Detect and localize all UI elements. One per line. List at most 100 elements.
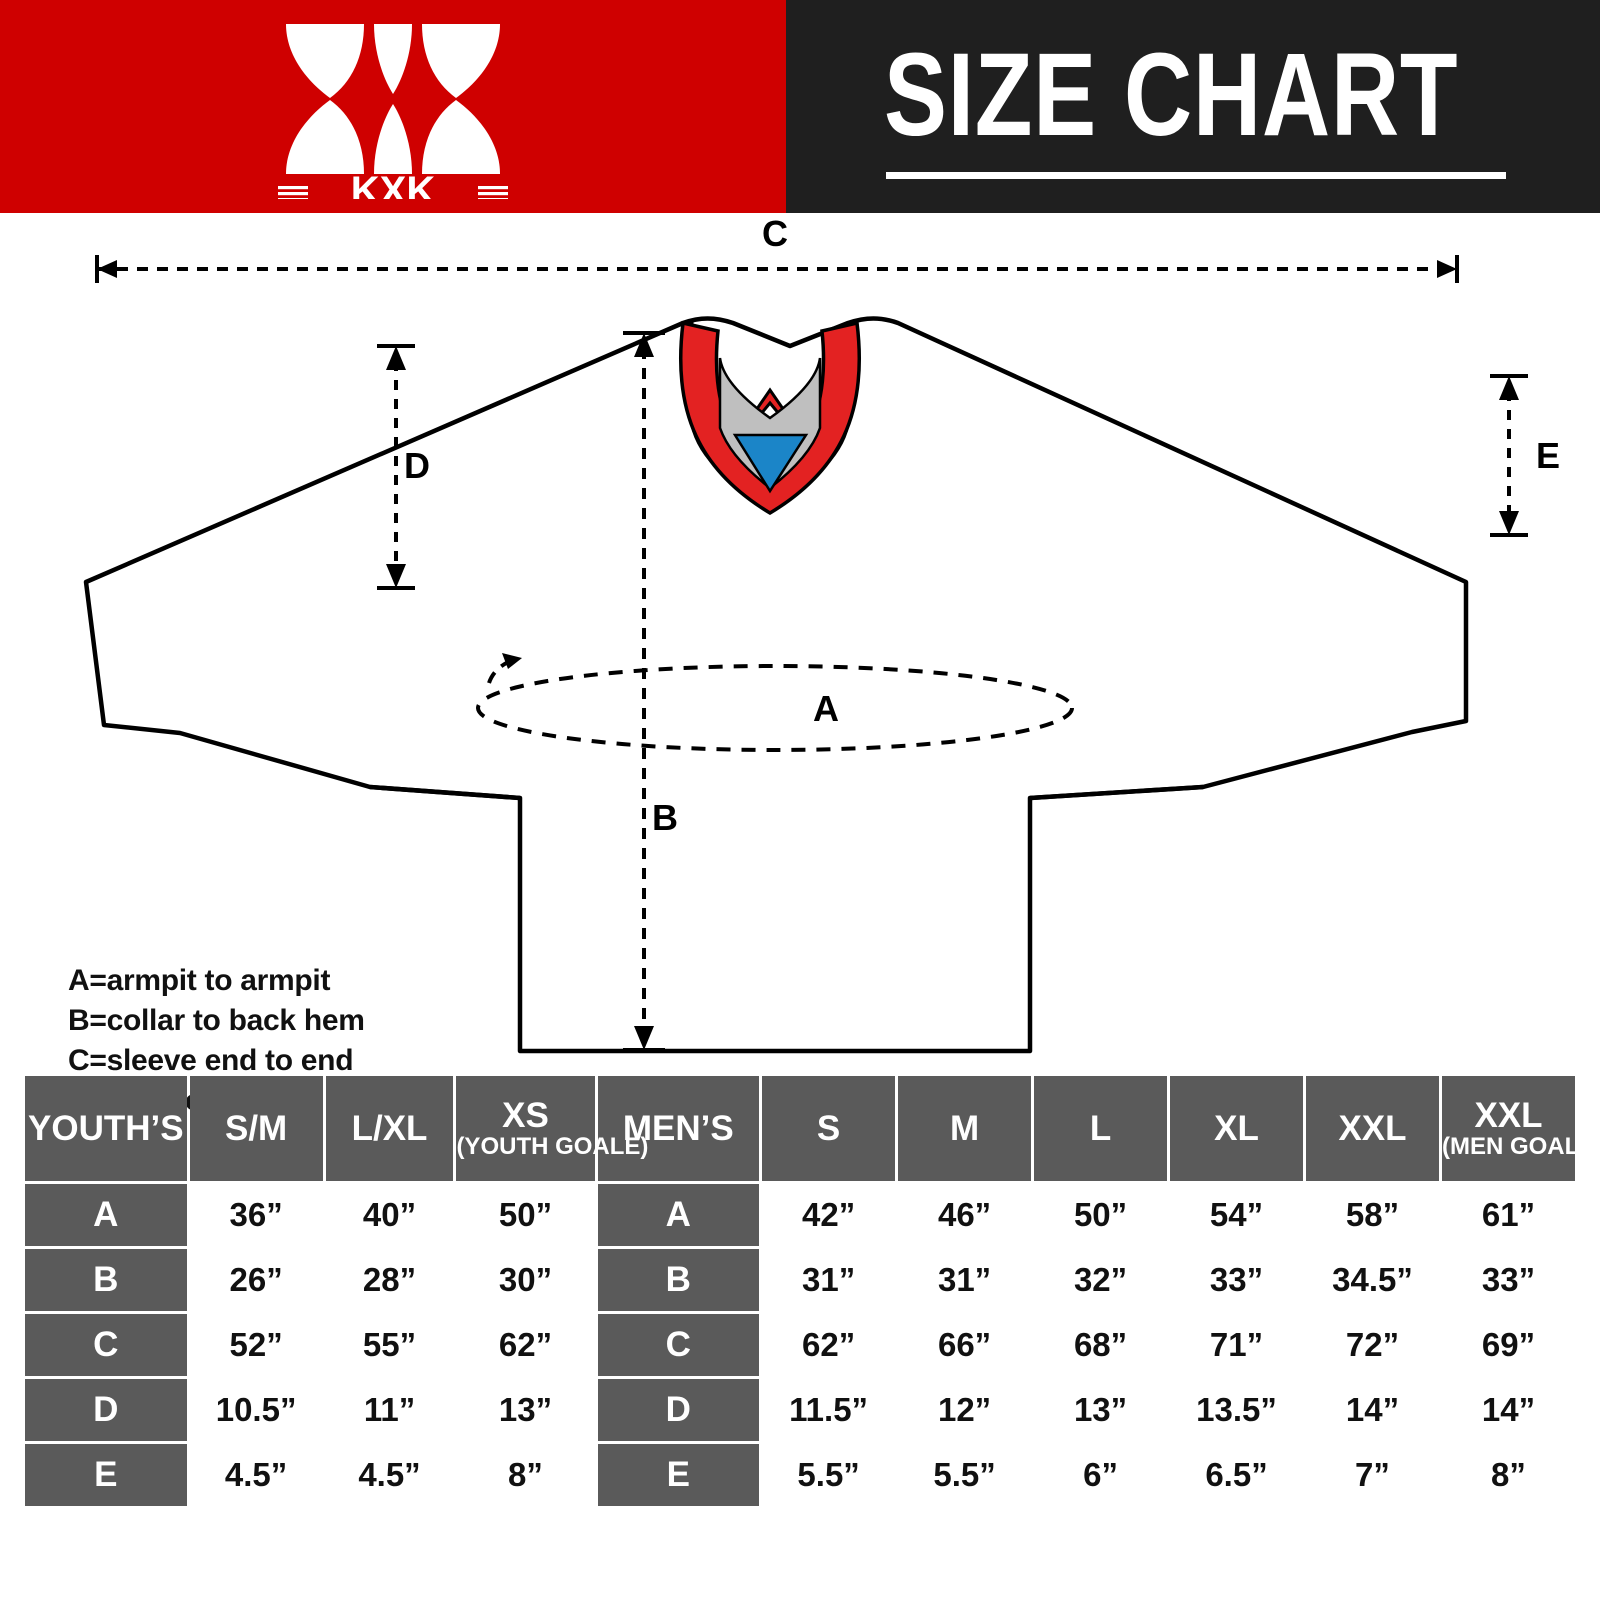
table-header-row: YOUTH’S S/M L/XL XS (YOUTH GOALE) MEN’S … bbox=[25, 1076, 1600, 1181]
header-men-size-5-sub: (MEN GOALE) bbox=[1441, 1133, 1600, 1160]
row-label-youth-c: C bbox=[25, 1314, 187, 1376]
cell-youth-a-2: 50” bbox=[456, 1184, 595, 1246]
legend-item-b: B=collar to back hem bbox=[68, 1004, 365, 1037]
header-men-size-1: M bbox=[898, 1076, 1032, 1181]
row-label-men-e: E bbox=[597, 1444, 760, 1506]
jersey-outline bbox=[83, 316, 1469, 1054]
title-underline bbox=[886, 172, 1506, 179]
row-label-men-b: B bbox=[597, 1249, 760, 1311]
cell-youth-b-2: 30” bbox=[456, 1249, 595, 1311]
cell-men-e-2: 6” bbox=[1034, 1444, 1168, 1506]
cell-men-d-3: 13.5” bbox=[1170, 1379, 1303, 1441]
table-row: E 4.5” 4.5” 8” E 5.5” 5.5” 6” 6.5” 7” 8” bbox=[25, 1444, 1575, 1506]
cell-men-e-5: 8” bbox=[1441, 1444, 1575, 1506]
cell-men-a-4: 58” bbox=[1306, 1184, 1439, 1246]
cell-men-d-5: 14” bbox=[1441, 1379, 1575, 1441]
header-men-size-3: XL bbox=[1170, 1076, 1303, 1181]
cell-men-c-2: 68” bbox=[1034, 1314, 1168, 1376]
cell-men-a-5: 61” bbox=[1441, 1184, 1575, 1246]
cell-youth-e-0: 4.5” bbox=[189, 1444, 323, 1506]
page-header: KXK SIZE CHART bbox=[0, 0, 1600, 213]
cell-men-c-5: 69” bbox=[1441, 1314, 1575, 1376]
row-label-youth-d: D bbox=[25, 1379, 187, 1441]
dimension-c-label: C bbox=[762, 213, 788, 254]
cell-men-a-2: 50” bbox=[1034, 1184, 1168, 1246]
cell-men-d-0: 11.5” bbox=[762, 1379, 896, 1441]
row-label-men-c: C bbox=[597, 1314, 760, 1376]
header-men-size-4: XXL bbox=[1306, 1076, 1439, 1181]
cell-men-b-1: 31” bbox=[898, 1249, 1032, 1311]
cell-men-a-1: 46” bbox=[898, 1184, 1032, 1246]
jersey-diagram-svg: D E B A C bbox=[83, 213, 1560, 1054]
table-row: C 52” 55” 62” C 62” 66” 68” 71” 72” 69” bbox=[25, 1314, 1575, 1376]
cell-youth-b-1: 28” bbox=[325, 1249, 454, 1311]
cell-men-c-3: 71” bbox=[1170, 1314, 1303, 1376]
cell-youth-c-2: 62” bbox=[456, 1314, 595, 1376]
title-panel: SIZE CHART bbox=[786, 0, 1600, 213]
header-men-size-3-main: XL bbox=[1214, 1108, 1259, 1148]
cell-youth-c-1: 55” bbox=[325, 1314, 454, 1376]
legend-item-c: C=sleeve end to end bbox=[68, 1044, 354, 1077]
dimension-a-label: A bbox=[813, 688, 839, 729]
jersey-diagram: D E B A C A=armpit to bbox=[0, 213, 1600, 1157]
cell-youth-e-1: 4.5” bbox=[325, 1444, 454, 1506]
header-men-size-0-main: S bbox=[816, 1108, 841, 1148]
brand-wordmark: KXK bbox=[351, 169, 436, 199]
cell-men-b-2: 32” bbox=[1034, 1249, 1168, 1311]
cell-youth-c-0: 52” bbox=[189, 1314, 323, 1376]
size-table-wrapper: YOUTH’S S/M L/XL XS (YOUTH GOALE) MEN’S … bbox=[22, 1073, 1600, 1509]
cell-youth-a-0: 36” bbox=[189, 1184, 323, 1246]
header-mens: MEN’S bbox=[597, 1076, 760, 1181]
header-youth-size-2-sub: (YOUTH GOALE) bbox=[456, 1133, 649, 1160]
row-label-men-a: A bbox=[597, 1184, 760, 1246]
cell-youth-b-0: 26” bbox=[189, 1249, 323, 1311]
jersey-collar bbox=[678, 320, 862, 516]
table-row: B 26” 28” 30” B 31” 31” 32” 33” 34.5” 33… bbox=[25, 1249, 1575, 1311]
dimension-d-label: D bbox=[404, 445, 430, 486]
cell-men-d-2: 13” bbox=[1034, 1379, 1168, 1441]
header-youth-size-2: XS (YOUTH GOALE) bbox=[456, 1076, 649, 1181]
cell-men-b-0: 31” bbox=[762, 1249, 896, 1311]
dimension-e: E bbox=[1490, 374, 1560, 537]
row-label-youth-e: E bbox=[25, 1444, 187, 1506]
cell-men-b-5: 33” bbox=[1441, 1249, 1575, 1311]
row-label-youth-b: B bbox=[25, 1249, 187, 1311]
kxk-logo-icon: KXK bbox=[278, 24, 508, 199]
header-youth-size-0-main: S/M bbox=[224, 1108, 288, 1148]
page-title: SIZE CHART bbox=[884, 29, 1459, 161]
header-men-size-4-main: XXL bbox=[1338, 1108, 1407, 1148]
cell-men-e-3: 6.5” bbox=[1170, 1444, 1303, 1506]
cell-youth-d-2: 13” bbox=[456, 1379, 595, 1441]
dimension-a: A bbox=[476, 653, 1074, 752]
header-men-size-5: XXL (MEN GOALE) bbox=[1441, 1076, 1600, 1181]
cell-men-d-1: 12” bbox=[898, 1379, 1032, 1441]
cell-youth-a-1: 40” bbox=[325, 1184, 454, 1246]
cell-youth-d-0: 10.5” bbox=[189, 1379, 323, 1441]
cell-men-e-0: 5.5” bbox=[762, 1444, 896, 1506]
dimension-b: B bbox=[623, 331, 678, 1052]
dimension-b-label: B bbox=[652, 797, 678, 838]
legend-item-a: A=armpit to armpit bbox=[68, 964, 331, 997]
cell-men-e-4: 7” bbox=[1306, 1444, 1439, 1506]
dimension-d: D bbox=[377, 344, 430, 590]
dimension-e-label: E bbox=[1536, 435, 1560, 476]
cell-men-a-0: 42” bbox=[762, 1184, 896, 1246]
row-label-men-d: D bbox=[597, 1379, 760, 1441]
cell-men-b-3: 33” bbox=[1170, 1249, 1303, 1311]
header-men-size-2-main: L bbox=[1089, 1108, 1112, 1148]
cell-men-c-0: 62” bbox=[762, 1314, 896, 1376]
cell-men-b-4: 34.5” bbox=[1306, 1249, 1439, 1311]
brand-panel: KXK bbox=[0, 0, 786, 213]
dimension-c bbox=[95, 255, 1459, 283]
header-men-size-5-main: XXL bbox=[1474, 1096, 1543, 1135]
table-row: D 10.5” 11” 13” D 11.5” 12” 13” 13.5” 14… bbox=[25, 1379, 1575, 1441]
cell-men-c-4: 72” bbox=[1306, 1314, 1439, 1376]
cell-men-e-1: 5.5” bbox=[898, 1444, 1032, 1506]
header-men-size-0: S bbox=[762, 1076, 896, 1181]
cell-men-d-4: 14” bbox=[1306, 1379, 1439, 1441]
size-chart-table: YOUTH’S S/M L/XL XS (YOUTH GOALE) MEN’S … bbox=[22, 1073, 1600, 1509]
header-men-size-2: L bbox=[1034, 1076, 1168, 1181]
header-youth-size-2-main: XS bbox=[502, 1096, 549, 1135]
table-row: A 36” 40” 50” A 42” 46” 50” 54” 58” 61” bbox=[25, 1184, 1575, 1246]
row-label-youth-a: A bbox=[25, 1184, 187, 1246]
